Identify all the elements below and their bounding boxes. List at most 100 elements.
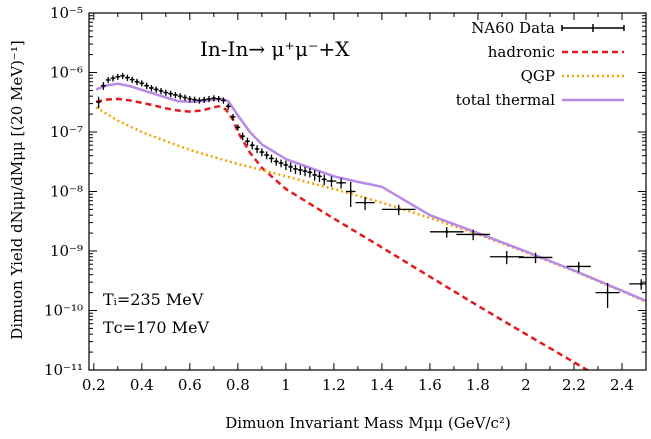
data-marker xyxy=(260,150,264,154)
data-point xyxy=(168,90,174,98)
data-marker xyxy=(339,181,343,185)
series-line-total-thermal xyxy=(95,82,646,303)
x-tick-label: 0.6 xyxy=(178,376,202,394)
data-marker xyxy=(505,255,509,259)
annotation-tc: Tᴄ=170 MeV xyxy=(103,318,210,337)
data-marker xyxy=(106,78,110,82)
x-tick-label: 2.2 xyxy=(562,376,586,394)
y-tick-label: 10⁻⁷ xyxy=(50,123,83,141)
data-marker xyxy=(322,178,326,181)
y-tick-label: 10⁻⁵ xyxy=(50,4,83,22)
legend-label-hadronic: hadronic xyxy=(488,43,555,61)
y-tick-label: 10⁻⁶ xyxy=(50,64,83,82)
axis-layer: 0.2 0.4 0.6 0.8 1 1.2 1.4 1.6 1.8 2 2.2 2.4 10⁻¹¹ 10⁻… xyxy=(44,4,646,394)
data-point xyxy=(173,91,178,99)
data-point xyxy=(269,154,274,163)
data-point xyxy=(355,196,375,211)
data-point xyxy=(317,171,322,183)
data-point xyxy=(456,229,490,241)
data-marker xyxy=(97,100,100,104)
data-point xyxy=(293,164,298,175)
data-point xyxy=(297,165,303,176)
data-point xyxy=(235,124,241,131)
data-marker xyxy=(318,175,321,178)
x-tick-label: 1.2 xyxy=(322,376,346,394)
data-marker xyxy=(313,173,316,177)
data-point xyxy=(312,170,318,181)
data-point xyxy=(101,82,106,90)
data-point xyxy=(518,252,553,264)
data-point xyxy=(595,282,620,309)
data-marker xyxy=(303,169,307,173)
data-point xyxy=(264,151,270,160)
data-marker xyxy=(154,88,158,91)
data-point xyxy=(110,75,116,82)
legend-swatch-na60-data xyxy=(561,24,625,32)
data-point xyxy=(345,181,356,207)
x-tick-label: 2 xyxy=(521,376,531,394)
data-marker xyxy=(126,76,129,79)
data-marker xyxy=(226,105,230,108)
data-point xyxy=(182,94,188,101)
data-point xyxy=(566,261,591,273)
data-marker xyxy=(164,91,168,94)
data-point xyxy=(216,95,222,103)
legend: NA60 Data hadronic QGP total thermal xyxy=(456,19,625,109)
data-point xyxy=(321,174,327,186)
data-point xyxy=(153,86,159,93)
data-marker xyxy=(111,76,115,80)
data-point xyxy=(489,251,524,265)
data-marker xyxy=(534,256,537,259)
data-marker xyxy=(183,96,187,99)
plot-frame xyxy=(88,12,647,371)
data-point xyxy=(302,166,308,177)
data-marker xyxy=(284,163,288,167)
legend-label-qgp: QGP xyxy=(521,67,555,85)
data-point xyxy=(134,78,140,86)
data-point xyxy=(225,103,231,110)
annotation-ti: Tᵢ=235 MeV xyxy=(103,290,204,309)
data-point xyxy=(139,80,145,87)
data-marker xyxy=(397,208,401,211)
data-point xyxy=(240,132,246,141)
data-point xyxy=(187,95,193,103)
data-point xyxy=(254,145,260,154)
plot-data-layer xyxy=(95,72,646,370)
data-point xyxy=(429,227,464,238)
data-marker xyxy=(639,282,643,286)
data-marker xyxy=(130,78,134,81)
data-marker xyxy=(265,153,268,157)
data-marker xyxy=(308,171,312,174)
data-marker xyxy=(135,80,139,84)
data-point xyxy=(278,159,284,168)
data-marker xyxy=(145,84,148,87)
data-marker xyxy=(471,233,475,236)
y-tick-label: 10⁻⁹ xyxy=(50,242,83,260)
data-point xyxy=(230,113,236,121)
data-marker xyxy=(150,86,153,90)
data-point xyxy=(201,96,207,103)
data-point xyxy=(125,74,130,81)
data-point xyxy=(326,176,337,187)
data-marker xyxy=(212,96,216,100)
data-point xyxy=(163,89,169,96)
data-point xyxy=(211,95,217,102)
data-marker xyxy=(222,99,225,102)
y-tick-label: 10⁻⁸ xyxy=(50,183,83,201)
data-marker xyxy=(246,139,249,143)
data-point xyxy=(120,72,126,80)
data-point xyxy=(307,168,313,178)
data-point xyxy=(245,137,250,146)
data-marker xyxy=(217,97,220,101)
data-point xyxy=(129,76,135,83)
data-point xyxy=(288,162,294,172)
data-marker xyxy=(188,97,192,101)
data-point xyxy=(105,77,111,84)
data-point xyxy=(144,82,150,90)
data-marker xyxy=(207,97,211,101)
data-point xyxy=(192,96,198,103)
data-point xyxy=(283,160,289,171)
data-point xyxy=(197,97,202,104)
y-tick-label: 10⁻¹¹ xyxy=(44,361,83,379)
data-marker xyxy=(445,230,449,234)
